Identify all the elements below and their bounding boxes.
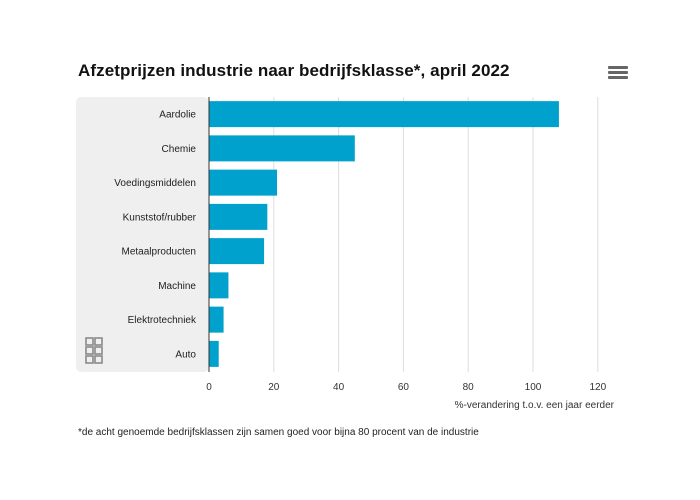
chart-title: Afzetprijzen industrie naar bedrijfsklas… xyxy=(78,61,510,80)
bar[interactable] xyxy=(209,306,224,333)
category-label: Auto xyxy=(175,349,196,360)
bar[interactable] xyxy=(209,101,559,128)
category-labels: Aardolie Chemie Voedingsmiddelen Kunststof/… xyxy=(114,110,197,361)
bar[interactable] xyxy=(209,272,229,299)
bars xyxy=(209,101,559,367)
category-label: Voedingsmiddelen xyxy=(114,178,196,189)
x-tick-label: 120 xyxy=(589,382,606,393)
category-panel xyxy=(76,97,209,372)
cbs-logo-icon xyxy=(85,337,103,364)
x-tick-labels: 0 20 40 60 80 100 120 xyxy=(206,382,606,393)
hamburger-menu-icon[interactable] xyxy=(608,66,628,84)
footnote: *de acht genoemde bedrijfsklassen zijn s… xyxy=(78,427,479,438)
x-tick-label: 0 xyxy=(206,382,212,393)
x-tick-label: 40 xyxy=(333,382,345,393)
bar[interactable] xyxy=(209,135,355,162)
x-axis-label: %-verandering t.o.v. een jaar eerder xyxy=(455,400,615,411)
category-label: Machine xyxy=(158,281,196,292)
category-label: Metaalproducten xyxy=(122,247,197,258)
x-tick-label: 20 xyxy=(268,382,280,393)
category-label: Chemie xyxy=(162,144,197,155)
category-label: Aardolie xyxy=(159,110,196,121)
x-tick-label: 60 xyxy=(398,382,410,393)
category-label: Kunststof/rubber xyxy=(123,212,197,223)
x-tick-label: 100 xyxy=(525,382,542,393)
bar[interactable] xyxy=(209,340,219,367)
category-label: Elektrotechniek xyxy=(128,315,197,326)
bar[interactable] xyxy=(209,238,265,265)
bar[interactable] xyxy=(209,203,268,230)
x-tick-label: 80 xyxy=(463,382,475,393)
bar[interactable] xyxy=(209,169,278,196)
